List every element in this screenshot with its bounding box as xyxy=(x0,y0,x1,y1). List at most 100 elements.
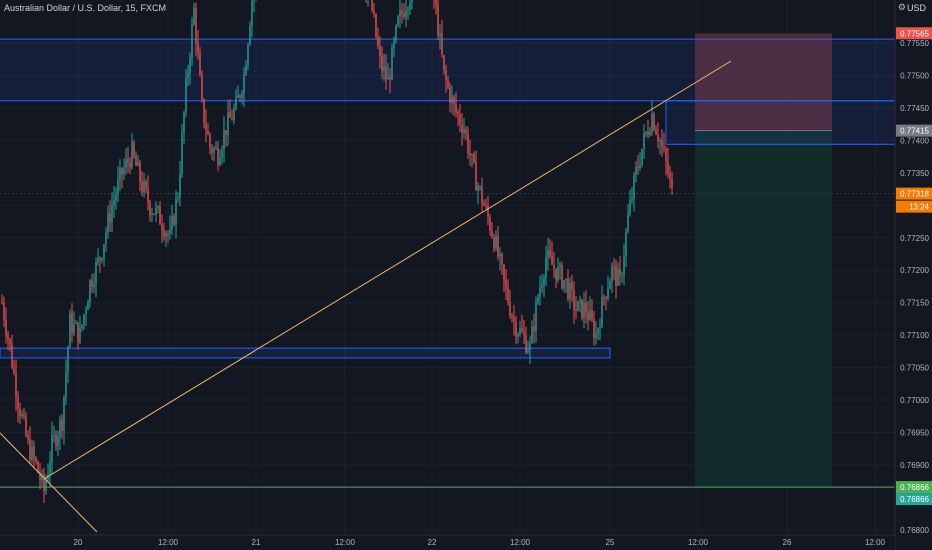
candle xyxy=(197,43,199,54)
candle xyxy=(209,134,211,148)
candle xyxy=(645,131,647,133)
time-tick-label: 12:00 xyxy=(158,538,179,547)
time-tick-label: 12:00 xyxy=(688,538,709,547)
candle xyxy=(541,284,543,289)
candle xyxy=(97,257,99,263)
position-stop-zone[interactable] xyxy=(695,33,832,131)
candle xyxy=(517,334,519,337)
candle xyxy=(579,299,581,302)
candle xyxy=(503,264,505,280)
candle xyxy=(149,202,151,215)
candle xyxy=(35,457,37,462)
candle xyxy=(663,146,665,150)
candle xyxy=(467,133,469,154)
candle xyxy=(605,296,607,299)
candle xyxy=(533,326,535,332)
candle xyxy=(631,198,633,201)
candle xyxy=(555,268,557,280)
candle xyxy=(125,159,127,168)
candle xyxy=(469,153,471,156)
position-target-zone[interactable] xyxy=(695,130,832,488)
candle xyxy=(445,69,447,81)
candle xyxy=(139,162,141,182)
candle xyxy=(191,24,193,59)
candle xyxy=(479,186,481,188)
candle xyxy=(127,159,129,163)
candle xyxy=(95,262,97,284)
candle xyxy=(641,148,643,165)
candle xyxy=(613,266,615,268)
candle xyxy=(499,253,501,257)
candle xyxy=(547,249,549,258)
time-axis[interactable] xyxy=(0,535,895,550)
candle xyxy=(635,166,637,175)
price-tick-label: 0.77100 xyxy=(900,331,929,340)
candle xyxy=(471,153,473,156)
candle xyxy=(81,324,83,328)
candle xyxy=(667,161,669,174)
target-price-label-bg xyxy=(896,481,932,494)
candle xyxy=(391,47,393,80)
candle xyxy=(107,213,109,233)
time-tick-label: 22 xyxy=(428,538,437,547)
candle xyxy=(491,230,493,237)
candle xyxy=(161,224,163,231)
candle xyxy=(249,25,251,45)
candle xyxy=(611,266,613,282)
candle xyxy=(407,8,409,12)
candle xyxy=(385,66,387,80)
entry-zone-box[interactable] xyxy=(665,100,896,145)
candle xyxy=(543,277,545,285)
support-zone[interactable] xyxy=(0,347,611,359)
candle xyxy=(233,108,235,121)
candle xyxy=(185,77,187,113)
candle xyxy=(411,0,413,3)
target-price-label-2: 0.76866 xyxy=(900,495,929,504)
candle xyxy=(23,414,25,417)
currency-label[interactable]: USD xyxy=(906,3,926,13)
candle xyxy=(583,303,585,319)
time-tick-label: 26 xyxy=(783,538,792,547)
candle xyxy=(373,10,375,15)
candle xyxy=(145,181,147,189)
candle xyxy=(569,282,571,299)
candle xyxy=(45,480,47,492)
candle xyxy=(211,147,213,153)
candle xyxy=(581,299,583,319)
candle xyxy=(147,188,149,203)
candle xyxy=(401,10,403,14)
resistance-zone[interactable] xyxy=(0,39,895,101)
price-axis[interactable] xyxy=(895,0,932,550)
candle xyxy=(181,133,183,175)
candle xyxy=(487,205,489,218)
candle xyxy=(519,328,521,335)
candle xyxy=(451,96,453,104)
candle xyxy=(179,174,181,198)
gear-icon[interactable]: ⚙ xyxy=(897,2,906,12)
candle xyxy=(223,130,225,150)
candle xyxy=(527,350,529,353)
candle xyxy=(665,149,667,162)
candle xyxy=(437,4,439,36)
candle xyxy=(115,194,117,200)
candle xyxy=(135,155,137,166)
candle xyxy=(75,322,77,324)
candle xyxy=(629,200,631,215)
time-tick-label: 20 xyxy=(74,538,83,547)
candle xyxy=(175,198,177,225)
candle xyxy=(87,301,89,311)
candle xyxy=(485,205,487,207)
candle xyxy=(659,140,661,142)
candle xyxy=(51,434,53,463)
candle xyxy=(155,207,157,215)
candle xyxy=(575,309,577,311)
trendline-descending[interactable] xyxy=(0,432,98,533)
trendline-ascending[interactable] xyxy=(43,60,732,480)
time-tick-label: 21 xyxy=(252,538,261,547)
candle xyxy=(669,173,671,179)
candle xyxy=(515,321,517,337)
symbol-title[interactable]: Australian Dollar / U.S. Dollar, 15, FXC… xyxy=(4,3,167,13)
candle xyxy=(553,264,555,269)
candle xyxy=(109,213,111,223)
